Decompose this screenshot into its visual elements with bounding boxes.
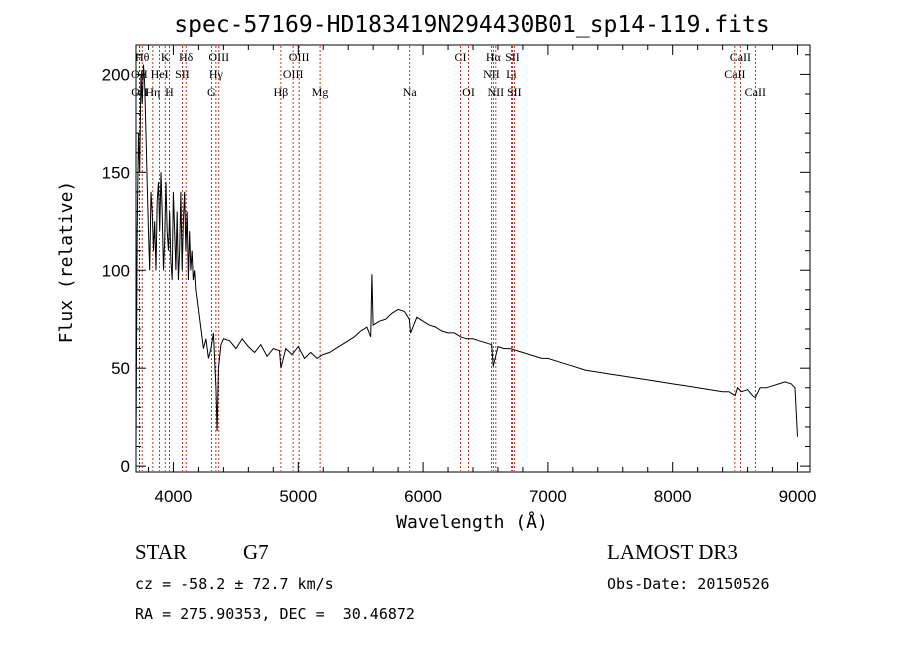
spectral-line-label: K <box>161 50 170 64</box>
spectral-line-label: Hδ <box>179 50 194 64</box>
coordinates-text: RA = 275.90353, DEC = 30.46872 <box>135 605 415 623</box>
spectral-line-label: NII <box>488 85 505 99</box>
spectral-line-label: Hθ <box>135 50 150 64</box>
spectral-line-label: CaII <box>745 85 766 99</box>
spectral-line-label: Hα <box>486 50 502 64</box>
spectral-line-label: SII <box>505 50 520 64</box>
survey-name: LAMOST DR3 <box>607 540 738 564</box>
spectral-line-label: SII <box>507 85 522 99</box>
spectral-line-label: Hη <box>145 85 160 99</box>
y-axis-label: Flux (relative) <box>56 181 77 344</box>
plot-frame <box>135 44 811 473</box>
x-tick-label: 5000 <box>279 487 317 506</box>
x-tick-label: 7000 <box>529 487 567 506</box>
y-tick-label: 150 <box>102 163 130 182</box>
spectral-line-label: HeI <box>151 67 169 81</box>
spectral-line-label: Mg <box>312 85 329 99</box>
spectral-line-label: OIII <box>283 67 304 81</box>
redshift-text: cz = -58.2 ± 72.7 km/s <box>135 575 334 593</box>
x-axis-ticks: 4000 5000 6000 7000 8000 9000 <box>147 45 817 506</box>
x-tick-label: 9000 <box>779 487 817 506</box>
spectral-line-label: Hβ <box>274 85 289 99</box>
object-class: STAR <box>135 540 187 564</box>
x-tick-label: 8000 <box>654 487 692 506</box>
spectrum-line <box>135 64 798 447</box>
spectral-line-label: CI <box>455 50 467 64</box>
spectral-line-label: Li <box>506 67 517 81</box>
spectral-line-label: G <box>207 85 216 99</box>
spectral-line-label: CaII <box>730 50 751 64</box>
object-subclass: G7 <box>243 540 269 564</box>
spectral-line-label: SII <box>175 67 190 81</box>
spectral-line-markers <box>138 46 756 471</box>
y-axis-ticks: 0 50 100 150 200 <box>102 54 810 476</box>
y-tick-label: 0 <box>121 457 130 476</box>
chart-title: spec-57169-HD183419N294430B01_sp14-119.f… <box>174 12 769 38</box>
spectral-line-label: CaII <box>724 67 745 81</box>
spectral-line-label: OI <box>462 85 475 99</box>
spectral-line-label: NII <box>483 67 500 81</box>
spectral-line-label: Na <box>403 85 418 99</box>
spectral-line-label: OIII <box>289 50 310 64</box>
spectral-line-label: Hγ <box>209 67 224 81</box>
x-axis-label: Wavelength (Å) <box>396 511 548 533</box>
y-tick-label: 200 <box>102 65 130 84</box>
x-tick-label: 6000 <box>404 487 442 506</box>
y-tick-label: 50 <box>111 359 130 378</box>
spectral-line-label: OII <box>131 85 148 99</box>
y-tick-label: 100 <box>102 261 130 280</box>
x-tick-label: 4000 <box>155 487 193 506</box>
spectral-line-label: H <box>165 85 174 99</box>
observation-date: Obs-Date: 20150526 <box>607 575 770 593</box>
spectral-line-label: OIII <box>208 50 229 64</box>
